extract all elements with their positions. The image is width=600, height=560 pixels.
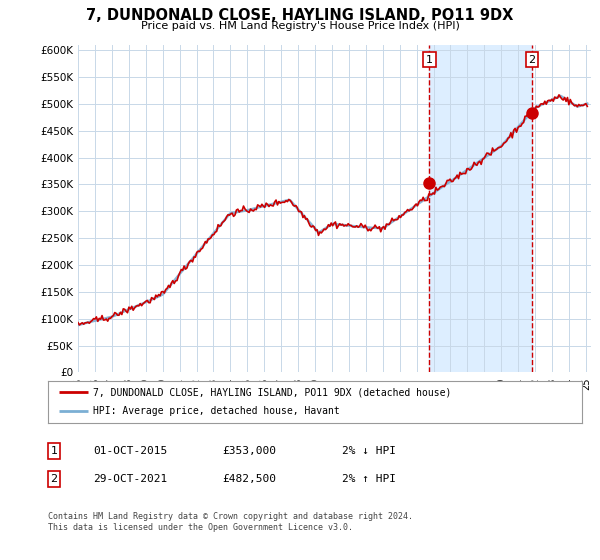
Text: 1: 1 xyxy=(50,446,58,456)
Text: 7, DUNDONALD CLOSE, HAYLING ISLAND, PO11 9DX: 7, DUNDONALD CLOSE, HAYLING ISLAND, PO11… xyxy=(86,8,514,24)
Text: £353,000: £353,000 xyxy=(222,446,276,456)
Text: 2% ↑ HPI: 2% ↑ HPI xyxy=(342,474,396,484)
Text: 2% ↓ HPI: 2% ↓ HPI xyxy=(342,446,396,456)
Text: Price paid vs. HM Land Registry's House Price Index (HPI): Price paid vs. HM Land Registry's House … xyxy=(140,21,460,31)
Text: 2: 2 xyxy=(529,55,536,64)
Text: 7, DUNDONALD CLOSE, HAYLING ISLAND, PO11 9DX (detached house): 7, DUNDONALD CLOSE, HAYLING ISLAND, PO11… xyxy=(94,387,452,397)
Text: 01-OCT-2015: 01-OCT-2015 xyxy=(93,446,167,456)
Text: 2: 2 xyxy=(50,474,58,484)
Text: £482,500: £482,500 xyxy=(222,474,276,484)
Text: 1: 1 xyxy=(426,55,433,64)
Text: Contains HM Land Registry data © Crown copyright and database right 2024.
This d: Contains HM Land Registry data © Crown c… xyxy=(48,512,413,532)
Text: HPI: Average price, detached house, Havant: HPI: Average price, detached house, Hava… xyxy=(94,407,340,417)
Text: 29-OCT-2021: 29-OCT-2021 xyxy=(93,474,167,484)
Bar xyxy=(430,45,532,372)
